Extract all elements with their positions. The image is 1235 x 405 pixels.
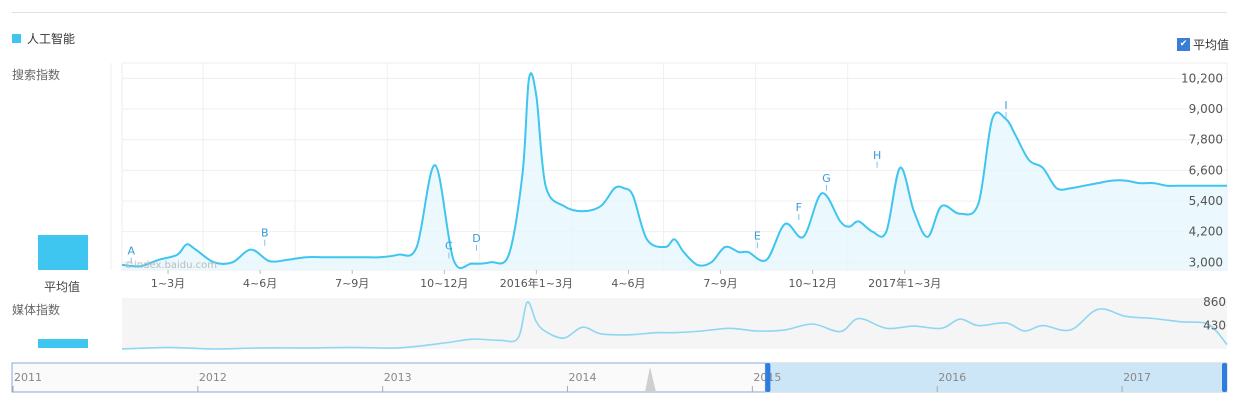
- navigator-year-label: 2013: [384, 371, 412, 384]
- navigator-year-label: 2011: [14, 371, 42, 384]
- y-tick-label: 10,200: [1181, 71, 1223, 85]
- navigator-left-handle[interactable]: [765, 363, 770, 392]
- navigator-year-label: 2016: [938, 371, 966, 384]
- x-tick-label: 10~12月: [789, 277, 837, 290]
- annotation-e[interactable]: E: [754, 229, 761, 242]
- x-tick-label: 7~9月: [703, 277, 737, 290]
- media-panel-bg: [122, 298, 1227, 349]
- navigator-right-handle[interactable]: [1222, 363, 1227, 392]
- media-y-tick-label: 430: [1203, 319, 1226, 333]
- search-index-area: [122, 73, 1227, 270]
- navigator-selection[interactable]: [765, 363, 1226, 392]
- annotation-b[interactable]: B: [261, 227, 269, 240]
- watermark: ©index.baidu.com: [124, 260, 217, 271]
- y-tick-label: 7,800: [1189, 133, 1223, 147]
- time-navigator[interactable]: 2011201220132014201520162017: [12, 363, 1227, 392]
- media-y-tick-label: 860: [1203, 295, 1226, 309]
- x-ticks: 1~3月 4~6月 7~9月 10~12月 2016年1~3月 4~6月 7~9月 10~12…: [151, 270, 941, 290]
- annotation-a[interactable]: A: [127, 245, 135, 258]
- y-tick-label: 5,400: [1189, 194, 1223, 208]
- x-tick-label: 1~3月: [151, 277, 185, 290]
- navigator-year-label: 2017: [1123, 371, 1151, 384]
- x-tick-label: 2016年1~3月: [500, 276, 573, 290]
- navigator-year-label: 2012: [199, 371, 227, 384]
- y-tick-label: 4,200: [1189, 225, 1223, 239]
- annotation-g[interactable]: G: [822, 172, 831, 185]
- y-tick-label: 3,000: [1189, 255, 1223, 269]
- x-tick-label: 10~12月: [420, 277, 468, 290]
- x-tick-label: 4~6月: [243, 277, 277, 290]
- annotation-i[interactable]: I: [1004, 99, 1007, 112]
- annotation-c[interactable]: C: [445, 240, 453, 253]
- annotation-f[interactable]: F: [796, 201, 802, 214]
- x-tick-label: 4~6月: [611, 277, 645, 290]
- annotation-h[interactable]: H: [873, 149, 881, 162]
- x-tick-label: 2017年1~3月: [868, 276, 941, 290]
- y-tick-label: 6,600: [1189, 163, 1223, 177]
- x-tick-label: 7~9月: [335, 277, 369, 290]
- navigator-year-label: 2014: [569, 371, 597, 384]
- annotation-d[interactable]: D: [472, 232, 480, 245]
- y-tick-label: 9,000: [1189, 102, 1223, 116]
